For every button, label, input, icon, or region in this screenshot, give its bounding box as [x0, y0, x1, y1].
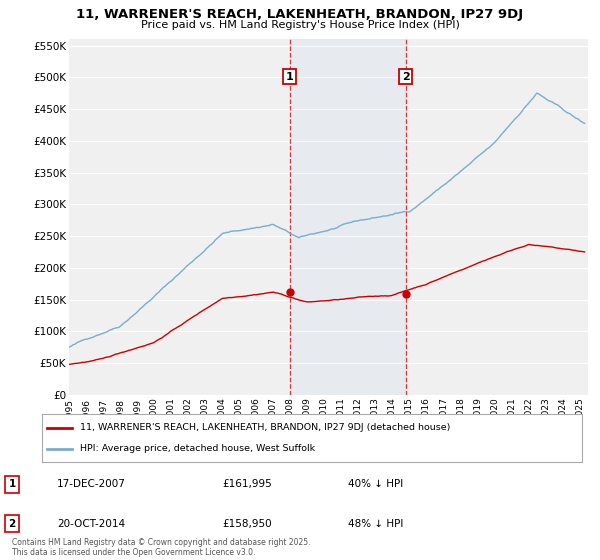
Text: 40% ↓ HPI: 40% ↓ HPI [348, 479, 403, 489]
Text: 11, WARRENER'S REACH, LAKENHEATH, BRANDON, IP27 9DJ: 11, WARRENER'S REACH, LAKENHEATH, BRANDO… [76, 8, 524, 21]
Text: 11, WARRENER'S REACH, LAKENHEATH, BRANDON, IP27 9DJ (detached house): 11, WARRENER'S REACH, LAKENHEATH, BRANDO… [80, 423, 450, 432]
Text: Contains HM Land Registry data © Crown copyright and database right 2025.
This d: Contains HM Land Registry data © Crown c… [12, 538, 311, 557]
Text: 2: 2 [402, 72, 410, 82]
Text: Price paid vs. HM Land Registry's House Price Index (HPI): Price paid vs. HM Land Registry's House … [140, 20, 460, 30]
Text: 1: 1 [286, 72, 293, 82]
Text: 20-OCT-2014: 20-OCT-2014 [57, 519, 125, 529]
Text: £158,950: £158,950 [222, 519, 272, 529]
Text: 17-DEC-2007: 17-DEC-2007 [57, 479, 126, 489]
Text: £161,995: £161,995 [222, 479, 272, 489]
Text: 1: 1 [8, 479, 16, 489]
Bar [290, 39, 406, 395]
Text: 2: 2 [8, 519, 16, 529]
Text: 48% ↓ HPI: 48% ↓ HPI [348, 519, 403, 529]
Text: HPI: Average price, detached house, West Suffolk: HPI: Average price, detached house, West… [80, 444, 315, 453]
